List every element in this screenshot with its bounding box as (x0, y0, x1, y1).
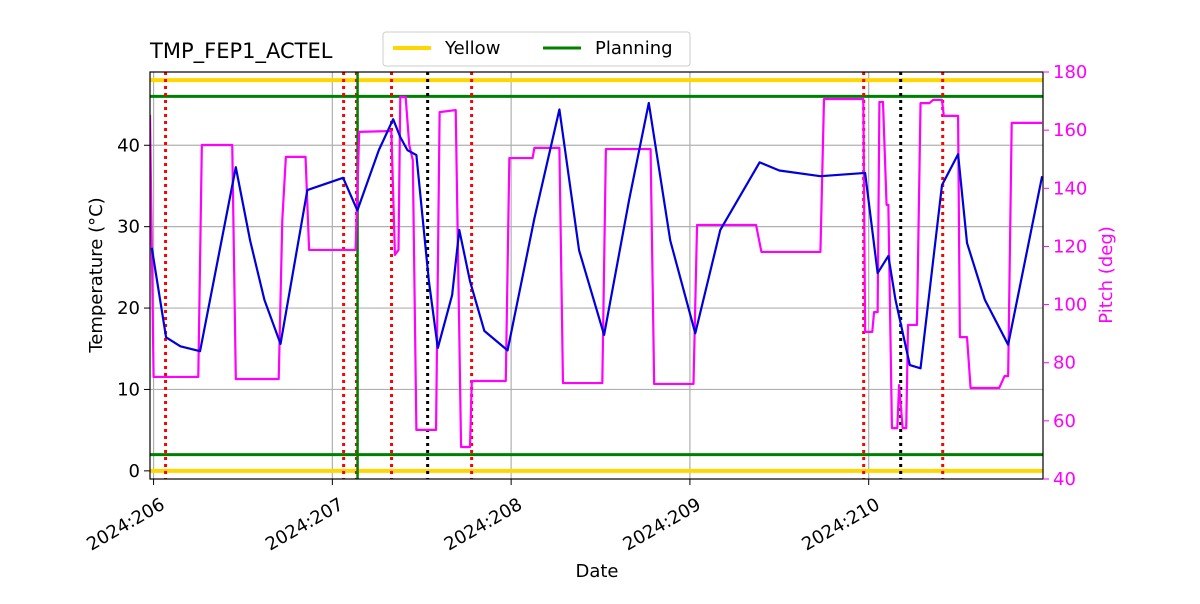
legend-label: Planning (595, 38, 673, 59)
x-axis-label: Date (575, 561, 618, 582)
y2-tick-label: 160 (1053, 120, 1087, 141)
y2-tick-label: 40 (1053, 469, 1076, 490)
y2-tick-label: 120 (1053, 236, 1087, 257)
y2-tick-label: 180 (1053, 62, 1087, 83)
legend-label: Yellow (444, 38, 500, 59)
y-axis-label: Temperature (°C) (86, 197, 107, 353)
y-tick-label: 0 (129, 461, 140, 482)
legend: Yellow Planning (382, 31, 691, 67)
y2-tick-label: 140 (1053, 178, 1087, 199)
chart-title: TMP_FEP1_ACTEL (149, 39, 333, 64)
y-tick-label: 30 (117, 217, 140, 238)
series-line (150, 95, 1043, 449)
y-tick-label: 40 (117, 135, 140, 156)
y-tick-label: 20 (117, 298, 140, 319)
y2-tick-label: 100 (1053, 295, 1087, 316)
series-line (150, 101, 1043, 370)
y2-tick-label: 60 (1053, 411, 1076, 432)
y2-axis-label: Pitch (deg) (1096, 226, 1117, 324)
y-tick-label: 10 (117, 379, 140, 400)
legend-box (382, 31, 691, 67)
plot-frame (149, 71, 1044, 480)
plot-area (150, 72, 1043, 479)
y2-tick-label: 80 (1053, 353, 1076, 374)
